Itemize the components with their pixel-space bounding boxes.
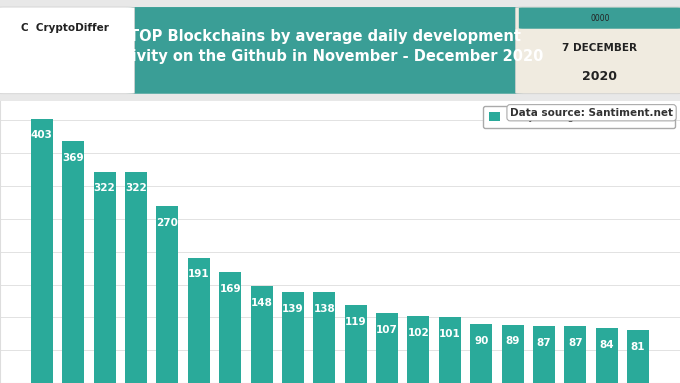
Text: 101: 101 <box>439 329 461 339</box>
Text: 119: 119 <box>345 317 367 327</box>
Bar <box>63 141 84 383</box>
Text: 84: 84 <box>599 340 614 350</box>
Text: C  CryptoDiffer: C CryptoDiffer <box>21 23 109 33</box>
Legend: Daily average Github Commits: Daily average Github Commits <box>483 106 675 129</box>
Text: 148: 148 <box>251 298 273 308</box>
Text: 322: 322 <box>94 183 116 193</box>
Text: 87: 87 <box>537 338 551 348</box>
Text: 107: 107 <box>376 324 398 335</box>
Text: 7 DECEMBER: 7 DECEMBER <box>562 43 637 53</box>
FancyBboxPatch shape <box>126 7 524 94</box>
Bar <box>250 286 273 383</box>
Text: 270: 270 <box>156 218 178 228</box>
Bar <box>407 316 430 383</box>
Bar <box>94 172 116 383</box>
Bar <box>345 305 367 383</box>
Bar <box>31 118 53 383</box>
Bar <box>564 326 586 383</box>
Bar <box>596 328 617 383</box>
Text: 0000: 0000 <box>590 14 609 23</box>
Text: 191: 191 <box>188 270 209 280</box>
Bar <box>156 206 178 383</box>
Bar <box>188 258 209 383</box>
Text: 169: 169 <box>220 284 241 294</box>
Text: 2020: 2020 <box>582 70 617 83</box>
Text: TOP Blockchains by average daily development
activity on the Github in November : TOP Blockchains by average daily develop… <box>106 29 544 64</box>
Bar <box>376 313 398 383</box>
Text: 138: 138 <box>313 304 335 314</box>
Bar <box>282 292 304 383</box>
Bar <box>627 330 649 383</box>
FancyBboxPatch shape <box>0 101 680 383</box>
FancyBboxPatch shape <box>0 7 135 94</box>
Bar <box>471 324 492 383</box>
Text: 87: 87 <box>568 338 583 348</box>
FancyBboxPatch shape <box>515 7 680 94</box>
Bar <box>502 324 524 383</box>
Text: 90: 90 <box>474 336 488 346</box>
Bar <box>313 293 335 383</box>
Text: 139: 139 <box>282 304 304 314</box>
Text: 322: 322 <box>125 183 147 193</box>
Bar <box>219 272 241 383</box>
Text: 81: 81 <box>631 342 645 352</box>
Bar <box>439 317 461 383</box>
Text: 102: 102 <box>407 328 429 338</box>
Bar <box>533 326 555 383</box>
Text: 89: 89 <box>505 336 520 346</box>
Text: Data source: Santiment.net: Data source: Santiment.net <box>510 108 673 118</box>
Text: 403: 403 <box>31 130 53 140</box>
Text: 369: 369 <box>63 153 84 163</box>
FancyBboxPatch shape <box>519 8 680 29</box>
Bar <box>125 172 147 383</box>
